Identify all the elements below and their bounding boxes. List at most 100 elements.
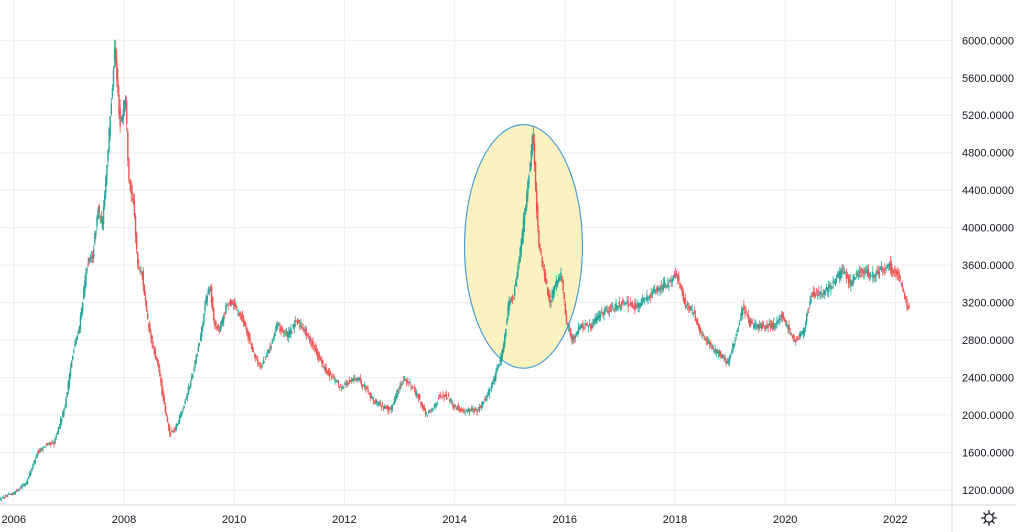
candle [176, 423, 179, 427]
candle [262, 356, 265, 365]
candle [350, 377, 353, 384]
candle [2, 494, 5, 499]
settings-button[interactable] [978, 509, 1000, 531]
candle [353, 375, 355, 383]
candle [646, 289, 648, 303]
candle [235, 302, 237, 310]
candle [297, 318, 300, 324]
candle [883, 267, 885, 274]
candle [825, 284, 828, 291]
candle [766, 320, 768, 330]
candle [554, 281, 557, 290]
candle [137, 251, 139, 270]
candle [604, 305, 606, 316]
candle [458, 405, 461, 413]
candle [454, 404, 456, 408]
candle [802, 327, 805, 340]
candle [787, 324, 789, 334]
candle [16, 489, 19, 492]
candle [518, 256, 520, 270]
candle [866, 265, 869, 278]
candle [487, 388, 489, 397]
candle [151, 334, 153, 349]
candle [846, 271, 849, 279]
candle [775, 322, 777, 330]
candle [94, 231, 96, 246]
candle [778, 314, 780, 326]
candle [893, 269, 895, 276]
candle [275, 321, 278, 333]
candle [234, 297, 236, 310]
candle [629, 297, 632, 308]
y-tick-label: 1600.0000 [962, 448, 1014, 460]
candle [470, 405, 473, 412]
candle [380, 405, 383, 411]
candle [36, 450, 39, 459]
candle [218, 326, 221, 335]
candle [421, 401, 423, 409]
candle [144, 290, 147, 306]
candle [598, 310, 601, 322]
candle [589, 323, 592, 333]
candle [634, 298, 636, 315]
candle [108, 127, 110, 155]
candle [102, 200, 105, 231]
candle [171, 428, 173, 433]
candle [592, 318, 594, 329]
candle [346, 380, 348, 388]
candle [290, 324, 292, 339]
candle [310, 335, 312, 347]
candle [588, 319, 591, 327]
candle [23, 482, 25, 487]
candle [463, 407, 465, 414]
candle [139, 267, 141, 274]
candle [284, 329, 287, 336]
candle [535, 181, 538, 220]
candle [302, 323, 304, 331]
candle [541, 255, 543, 269]
candle [434, 402, 437, 410]
candle [314, 342, 316, 352]
candle [631, 300, 634, 309]
candle [569, 323, 571, 336]
candle [280, 324, 282, 336]
candle [505, 328, 507, 339]
candle [73, 348, 75, 355]
candle [18, 488, 20, 492]
candle [72, 355, 74, 362]
candle [674, 267, 677, 279]
candle [800, 331, 802, 337]
candle [186, 392, 189, 402]
candle [272, 336, 275, 343]
candle [639, 302, 641, 309]
candle [584, 319, 586, 330]
candle [414, 387, 417, 397]
time-axis[interactable]: 2006 2008 2010 2012 2014 2016 2018 2020 2022 [2, 514, 908, 526]
candle [651, 289, 654, 299]
candle [441, 396, 443, 400]
candle [637, 299, 639, 313]
candle [40, 447, 42, 453]
candle [69, 363, 72, 379]
candle [88, 257, 90, 265]
price-axis[interactable]: 1200.0000 1600.0000 2000.0000 2400.0000 2800… [962, 35, 1014, 497]
candle [664, 282, 667, 290]
candle [650, 288, 653, 299]
candle [33, 459, 35, 466]
candle [700, 327, 702, 335]
candle [444, 392, 446, 398]
candle [480, 401, 483, 411]
candle [245, 321, 247, 331]
candle [239, 310, 241, 320]
candle [840, 267, 842, 281]
candle [528, 173, 530, 189]
candle [499, 353, 502, 366]
candle [896, 267, 898, 281]
candle [447, 391, 450, 398]
candle [886, 263, 888, 269]
candle [198, 342, 201, 347]
candle [291, 331, 293, 334]
candle [155, 356, 158, 362]
